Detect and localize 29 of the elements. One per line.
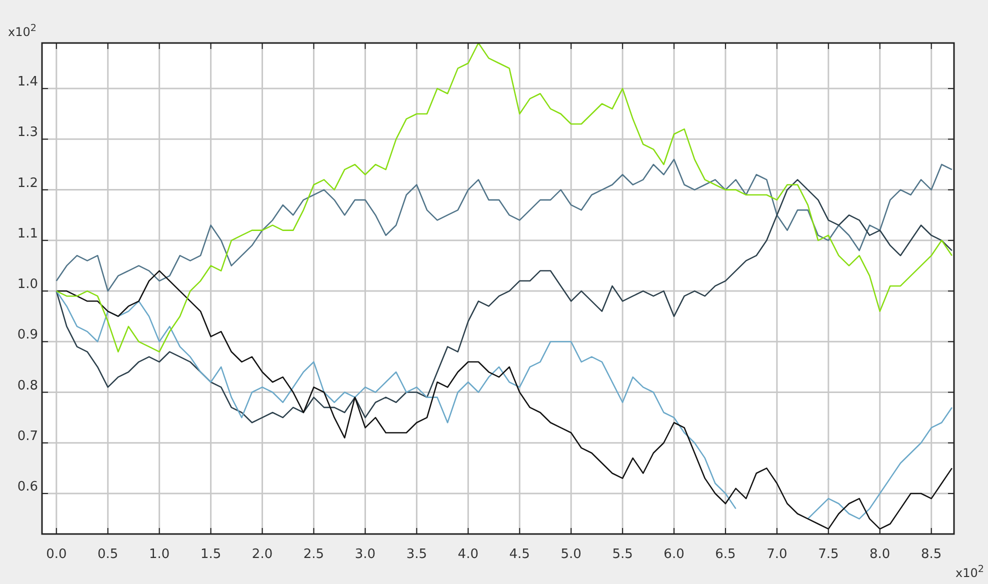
- y-tick-label: 0.7: [17, 428, 38, 444]
- x-tick-label: 5.5: [612, 547, 633, 562]
- y-axis-title: x10$^{2}$: [8, 22, 36, 39]
- y-tick-label: 0.6: [17, 480, 38, 495]
- x-tick-label: 8.5: [921, 547, 942, 562]
- x-tick-label: 0.5: [98, 547, 118, 562]
- x-tick-label: 8.0: [870, 547, 890, 562]
- x-tick-label: 6.0: [664, 547, 684, 562]
- x-tick-label: 4.0: [458, 547, 478, 562]
- x-tick-label: 5.0: [560, 547, 582, 562]
- y-tick-label: 1.1: [17, 226, 38, 242]
- y-tick-label: 1.2: [17, 176, 38, 191]
- x-tick-label: 2.5: [303, 547, 324, 562]
- x-tick-label: 7.5: [818, 547, 839, 562]
- x-tick-label: 3.0: [354, 547, 376, 562]
- y-tick-label: 1.4: [17, 74, 38, 90]
- x-tick-label: 6.5: [715, 547, 736, 562]
- x-tick-label: 4.5: [509, 547, 530, 562]
- y-tick-label: 1.0: [17, 277, 38, 292]
- y-tick-label: 0.9: [17, 328, 38, 343]
- x-tick-label: 1.5: [200, 547, 222, 562]
- y-tick-label: 0.8: [17, 378, 38, 394]
- x-tick-label: 3.5: [406, 547, 428, 562]
- x-tick-label: 1.0: [149, 547, 170, 562]
- x-tick-label: 7.0: [766, 547, 788, 562]
- x-tick-label: 2.0: [252, 547, 273, 562]
- y-tick-label: 1.3: [17, 125, 38, 140]
- x-axis-title: x10$^{2}$: [956, 564, 984, 580]
- x-tick-label: 0.0: [46, 547, 67, 562]
